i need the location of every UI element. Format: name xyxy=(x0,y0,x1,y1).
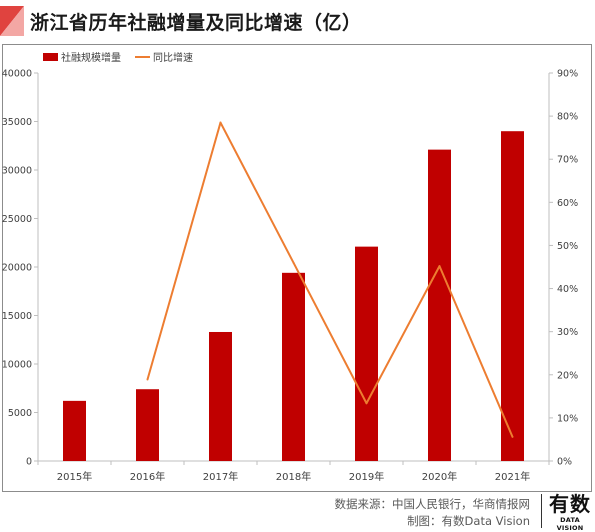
x-tick-label: 2015年 xyxy=(57,470,92,483)
legend-line-label: 同比增速 xyxy=(153,51,193,64)
source-text: 数据来源：中国人民银行，华商情报网 xyxy=(334,497,531,511)
brand-logo: 有数 DATA VISION xyxy=(546,492,594,532)
line-point xyxy=(365,402,368,405)
left-tick-label: 20000 xyxy=(2,263,32,274)
left-tick-label: 0 xyxy=(26,457,32,468)
line-point xyxy=(511,435,514,438)
bar xyxy=(501,131,524,461)
left-axis: 0 5000 10000 15000 20000 25000 30000 35000 40000 xyxy=(2,69,39,468)
left-tick-label: 15000 xyxy=(2,311,32,322)
right-tick-label: 40% xyxy=(557,284,578,295)
x-tick-label: 2021年 xyxy=(495,470,530,483)
right-tick-label: 30% xyxy=(557,327,578,338)
left-tick-label: 35000 xyxy=(2,117,32,128)
bar xyxy=(355,246,378,461)
x-tick-label: 2020年 xyxy=(422,470,457,483)
brand-logo-cn: 有数 xyxy=(549,492,591,516)
legend: 社融规模增量 同比增速 xyxy=(43,51,193,64)
chart-frame xyxy=(2,44,592,492)
right-tick-label: 50% xyxy=(557,241,578,252)
right-tick-label: 70% xyxy=(557,155,578,166)
brand-divider xyxy=(541,494,542,528)
left-tick-label: 40000 xyxy=(2,69,32,80)
line-series xyxy=(146,121,514,438)
line-point xyxy=(219,121,222,124)
title-accent-icon xyxy=(0,6,24,36)
line-point xyxy=(146,378,149,381)
right-tick-label: 90% xyxy=(557,69,578,80)
right-tick-label: 0% xyxy=(557,457,572,468)
bar xyxy=(282,272,305,461)
maker-text: 制图：有数Data Vision xyxy=(407,514,530,528)
x-tick-label: 2018年 xyxy=(276,470,311,483)
left-tick-label: 10000 xyxy=(2,360,32,371)
chart-header: 浙江省历年社融增量及同比增速（亿） xyxy=(0,0,595,44)
line-point xyxy=(438,265,441,268)
x-axis: 2015年 2016年 2017年 2018年 2019年 2020年 2021年 xyxy=(37,460,550,483)
right-axis: 0% 10% 20% 30% 40% 50% 60% 70% 80% 90% xyxy=(548,69,578,468)
right-tick-label: 80% xyxy=(557,112,578,123)
bar xyxy=(63,400,86,461)
line-point xyxy=(292,261,295,264)
left-tick-label: 25000 xyxy=(2,214,32,225)
growth-line xyxy=(146,121,514,438)
left-tick-label: 5000 xyxy=(8,408,32,419)
left-tick-label: 30000 xyxy=(2,166,32,177)
x-tick-label: 2016年 xyxy=(130,470,165,483)
brand-logo-en: DATA VISION xyxy=(556,516,584,532)
x-tick-label: 2019年 xyxy=(349,470,384,483)
right-tick-label: 60% xyxy=(557,198,578,209)
legend-bar-swatch xyxy=(43,53,58,61)
bar-series xyxy=(63,131,524,461)
chart-title: 浙江省历年社融增量及同比增速（亿） xyxy=(30,12,362,34)
right-tick-label: 20% xyxy=(557,370,578,381)
bar xyxy=(428,149,451,461)
x-tick-label: 2017年 xyxy=(203,470,238,483)
bar xyxy=(136,389,159,461)
source-note: 数据来源：中国人民银行，华商情报网 制图：有数Data Vision xyxy=(335,496,531,530)
bar xyxy=(209,331,232,461)
legend-bar-label: 社融规模增量 xyxy=(61,51,121,64)
right-tick-label: 10% xyxy=(557,413,578,424)
